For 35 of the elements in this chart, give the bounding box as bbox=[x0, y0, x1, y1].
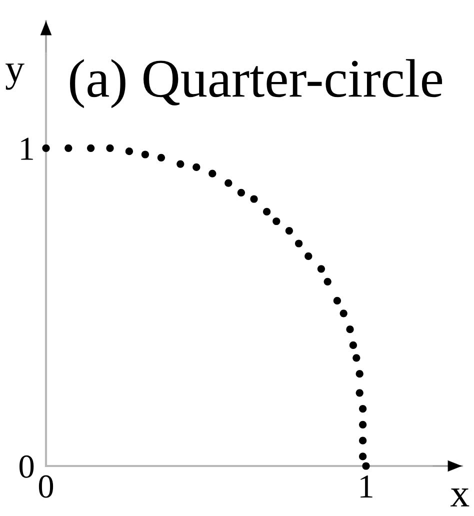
point bbox=[64, 144, 72, 152]
x-axis-title: x bbox=[450, 488, 470, 506]
point bbox=[317, 265, 326, 273]
point bbox=[237, 188, 246, 196]
point bbox=[208, 170, 216, 178]
point bbox=[352, 354, 360, 362]
point bbox=[333, 296, 342, 305]
point bbox=[285, 226, 294, 235]
point bbox=[356, 389, 364, 397]
point bbox=[356, 370, 364, 378]
point bbox=[106, 144, 114, 152]
point bbox=[224, 179, 232, 187]
point bbox=[346, 326, 354, 334]
point bbox=[141, 150, 150, 158]
y-axis-title: y bbox=[6, 64, 24, 90]
point bbox=[250, 195, 258, 203]
point bbox=[349, 341, 358, 350]
point bbox=[262, 208, 271, 216]
point bbox=[324, 278, 332, 286]
point bbox=[192, 163, 200, 172]
point bbox=[294, 240, 303, 248]
point bbox=[358, 452, 367, 460]
text: (a) Quarter-circle bbox=[70, 59, 442, 108]
point bbox=[358, 420, 367, 428]
point bbox=[358, 436, 367, 444]
point bbox=[358, 404, 367, 413]
point bbox=[304, 252, 312, 260]
point bbox=[362, 462, 370, 470]
point bbox=[272, 217, 280, 226]
point bbox=[340, 310, 348, 318]
point bbox=[176, 160, 184, 168]
point bbox=[42, 144, 50, 152]
point bbox=[157, 154, 166, 162]
point bbox=[86, 144, 95, 152]
point bbox=[125, 148, 134, 156]
